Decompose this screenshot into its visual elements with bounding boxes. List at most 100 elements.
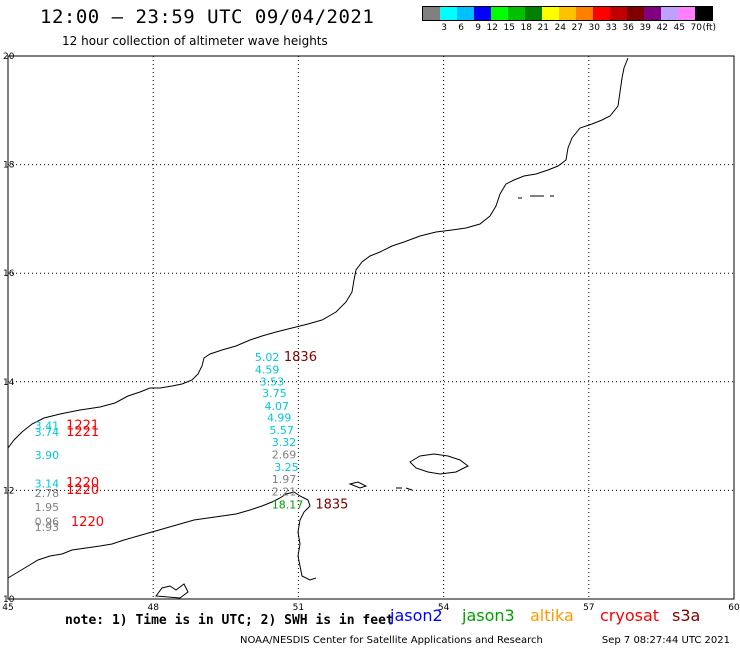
- wave-height-value: 2.69: [272, 448, 297, 461]
- legend-swatch-12: [627, 7, 644, 20]
- wave-height-value: 4.99: [267, 411, 292, 424]
- wave-height-value: 4.59: [255, 364, 280, 377]
- pass-time: 1835: [315, 497, 348, 512]
- coastline: [7, 57, 629, 599]
- legend-label: 45: [673, 23, 685, 33]
- legend-swatch-9: [576, 7, 593, 20]
- legend-swatch-15: [678, 7, 695, 20]
- lon-tick-label: 48: [147, 603, 159, 613]
- wave-height-value: 3.74: [35, 426, 60, 439]
- lon-tick-label: 51: [293, 603, 304, 613]
- legend-label: 33: [605, 23, 617, 33]
- legend-swatches: [422, 6, 713, 21]
- lat-tick-label: 16: [3, 269, 15, 279]
- lat-tick-label: 12: [3, 486, 14, 496]
- legend-swatch-5: [508, 7, 525, 20]
- legend-swatch-8: [559, 7, 576, 20]
- socotra-island: [409, 453, 469, 475]
- legend-labels: 3 6 9 12 15 18 21 24 27 30 33 36 39 42 45 70 (ft): [422, 21, 716, 35]
- legend-label: 30: [588, 23, 600, 33]
- lon-tick-label: 57: [583, 603, 594, 613]
- wave-height-value: 3.53: [260, 376, 285, 389]
- wave-height-value: 1.93: [35, 521, 60, 534]
- lat-tick-label: 14: [3, 378, 15, 388]
- lat-lon-grid: [7, 55, 735, 600]
- credit-text: NOAA/NESDIS Center for Satellite Applica…: [240, 635, 543, 646]
- legend-swatch-7: [542, 7, 559, 20]
- wave-height-value: 4.07: [265, 400, 290, 413]
- kuria-islets: [518, 195, 554, 199]
- axis-labels: 45 48 51 54 57 60 20 18 16 14 12 10: [2, 52, 740, 613]
- wave-height-value: 1.97: [272, 473, 297, 486]
- lat-tick-label: 10: [3, 595, 15, 605]
- pass-time: 1220: [66, 483, 99, 498]
- wave-height-value: 3.25: [274, 461, 299, 474]
- legend-swatch-0: [423, 7, 440, 20]
- legend-label: 18: [520, 23, 532, 33]
- lat-tick-label: 18: [3, 161, 15, 171]
- lat-tick-label: 20: [3, 52, 15, 62]
- wave-height-value: 18.17: [272, 498, 304, 511]
- wave-height-value: 0.96: [35, 516, 60, 529]
- legend-label: 70: [690, 23, 702, 33]
- pass-time: 1836: [284, 350, 317, 365]
- pass-time: 1221: [66, 425, 99, 440]
- wave-height-value: 3.41: [35, 420, 60, 433]
- legend-swatch-2: [457, 7, 474, 20]
- legend-label: 36: [622, 23, 634, 33]
- legend-swatch-10: [593, 7, 610, 20]
- observation-labels: 5.024.593.533.754.074.995.573.322.693.25…: [35, 351, 304, 534]
- color-legend: 3 6 9 12 15 18 21 24 27 30 33 36 39 42 45 70 (ft): [422, 6, 716, 35]
- legend-swatch-4: [491, 7, 508, 20]
- legend-unit: (ft): [702, 23, 716, 33]
- legend-swatch-14: [661, 7, 678, 20]
- map-title: 12:00 – 23:59 UTC 09/04/2021: [40, 6, 375, 28]
- legend-label: 3: [441, 23, 447, 33]
- legend-label: 27: [571, 23, 583, 33]
- legend-swatch-6: [525, 7, 542, 20]
- legend-label: 42: [656, 23, 668, 33]
- wave-height-value: 3.32: [272, 436, 297, 449]
- generated-timestamp: Sep 7 08:27:44 UTC 2021: [601, 635, 730, 646]
- coastal-blob: [155, 583, 189, 599]
- legend-label: 24: [554, 23, 566, 33]
- satellite-jason3: jason3: [462, 606, 515, 625]
- wave-height-value: 3.90: [35, 449, 60, 462]
- lon-tick-label: 45: [2, 603, 13, 613]
- legend-label: 12: [486, 23, 498, 33]
- pass-time: 1220: [66, 476, 99, 491]
- lon-tick-label: 54: [438, 603, 450, 613]
- wave-height-value: 5.57: [269, 424, 294, 437]
- wave-height-value: 3.14: [35, 478, 60, 491]
- legend-swatch-1: [440, 7, 457, 20]
- wave-height-value: 5.02: [255, 351, 280, 364]
- legend-swatch-3: [474, 7, 491, 20]
- map-frame: [7, 55, 735, 600]
- somali-coastline: [7, 491, 317, 581]
- legend-label: 15: [503, 23, 515, 33]
- islet-3: [405, 487, 413, 491]
- islet-1: [348, 481, 368, 489]
- legend-label: 9: [475, 23, 481, 33]
- pass-time: 1220: [71, 515, 104, 530]
- satellite-altika: altika: [530, 606, 574, 625]
- pass-time: 1221: [66, 419, 99, 434]
- legend-swatch-16: [695, 7, 712, 20]
- wave-height-value: 2.21: [272, 485, 297, 498]
- wave-height-value: 3.75: [262, 387, 287, 400]
- legend-label: 39: [639, 23, 651, 33]
- legend-label: 21: [537, 23, 549, 33]
- satellite-s3a: s3a: [672, 606, 701, 625]
- satellite-jason2: jason2: [390, 606, 443, 625]
- satellite-cryosat: cryosat: [600, 606, 660, 625]
- legend-swatch-13: [644, 7, 661, 20]
- map-subtitle: 12 hour collection of altimeter wave hei…: [62, 34, 328, 48]
- lon-tick-label: 60: [728, 603, 740, 613]
- legend-label: 6: [458, 23, 464, 33]
- credit-line: NOAA/NESDIS Center for Satellite Applica…: [240, 635, 730, 646]
- arabian-coastline: [7, 57, 629, 449]
- wave-height-value: 1.95: [35, 501, 60, 514]
- wave-height-value: 2.78: [35, 487, 60, 500]
